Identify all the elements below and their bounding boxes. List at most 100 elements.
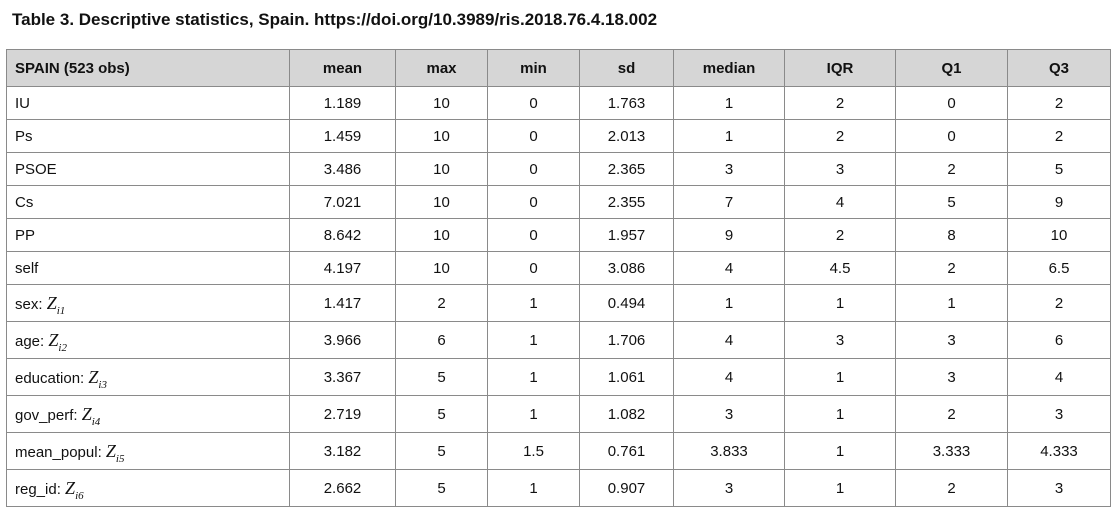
column-header-q3: Q3 [1007, 49, 1111, 87]
instrument-subscript: i5 [115, 452, 125, 465]
cell-q3: 9 [1007, 185, 1111, 219]
table-row: self 4.197 10 0 3.086 4 4.5 2 6.5 [6, 251, 1111, 285]
cell-q3: 2 [1007, 119, 1111, 153]
cell-mean: 1.417 [289, 284, 396, 322]
cell-min: 1 [487, 469, 580, 507]
cell-max: 2 [395, 284, 488, 322]
cell-q3: 2 [1007, 284, 1111, 322]
table-row: Cs 7.021 10 0 2.355 7 4 5 9 [6, 185, 1111, 219]
cell-q3: 5 [1007, 152, 1111, 186]
cell-q1: 3.333 [895, 432, 1008, 470]
variable-name: gov_perf: [15, 406, 82, 424]
cell-median: 1 [673, 86, 785, 120]
cell-q3: 6.5 [1007, 251, 1111, 285]
column-header-max: max [395, 49, 488, 87]
cell-max: 5 [395, 432, 488, 470]
cell-q1: 3 [895, 321, 1008, 359]
cell-median: 3 [673, 469, 785, 507]
row-variable-cell: Ps [6, 119, 290, 153]
cell-q3: 3 [1007, 469, 1111, 507]
cell-iqr: 1 [784, 395, 896, 433]
cell-mean: 3.182 [289, 432, 396, 470]
cell-sd: 1.763 [579, 86, 674, 120]
variable-name: IU [15, 94, 30, 112]
cell-max: 10 [395, 251, 488, 285]
table-row: Ps 1.459 10 0 2.013 1 2 0 2 [6, 119, 1111, 153]
column-header-mean: mean [289, 49, 396, 87]
cell-iqr: 4 [784, 185, 896, 219]
column-header-q1: Q1 [895, 49, 1008, 87]
cell-mean: 8.642 [289, 218, 396, 252]
instrument-symbol: Z [46, 292, 57, 313]
cell-min: 0 [487, 152, 580, 186]
row-variable-cell: age: Zi2 [6, 321, 290, 359]
row-variable-cell: sex: Zi1 [6, 284, 290, 322]
variable-name: age: [15, 332, 49, 350]
cell-iqr: 2 [784, 218, 896, 252]
instrument-subscript: i2 [58, 341, 67, 354]
cell-max: 10 [395, 119, 488, 153]
row-variable-cell: gov_perf: Zi4 [6, 395, 290, 433]
cell-mean: 1.189 [289, 86, 396, 120]
cell-mean: 4.197 [289, 251, 396, 285]
cell-max: 10 [395, 218, 488, 252]
cell-mean: 1.459 [289, 119, 396, 153]
cell-sd: 1.706 [579, 321, 674, 359]
variable-name: PP [15, 226, 36, 244]
cell-median: 3 [673, 152, 785, 186]
cell-iqr: 4.5 [784, 251, 896, 285]
cell-mean: 2.719 [289, 395, 396, 433]
cell-q3: 6 [1007, 321, 1111, 359]
cell-q1: 2 [895, 469, 1008, 507]
cell-q1: 2 [895, 152, 1008, 186]
cell-iqr: 2 [784, 119, 896, 153]
cell-sd: 2.355 [579, 185, 674, 219]
cell-min: 0 [487, 251, 580, 285]
cell-mean: 3.367 [289, 358, 396, 396]
cell-q3: 4.333 [1007, 432, 1111, 470]
cell-iqr: 3 [784, 152, 896, 186]
row-variable-cell: PP [6, 218, 290, 252]
instrument-symbol: Z [88, 366, 99, 387]
column-header-variable: SPAIN (523 obs) [6, 49, 290, 87]
cell-median: 1 [673, 284, 785, 322]
column-header-iqr: IQR [784, 49, 896, 87]
cell-max: 5 [395, 469, 488, 507]
cell-q3: 3 [1007, 395, 1111, 433]
cell-iqr: 3 [784, 321, 896, 359]
cell-median: 3.833 [673, 432, 785, 470]
cell-median: 1 [673, 119, 785, 153]
table-caption: Table 3. Descriptive statistics, Spain. … [12, 10, 658, 29]
table-row: education: Zi3 3.367 5 1 1.061 4 1 3 4 [6, 358, 1111, 396]
column-header-min: min [487, 49, 580, 87]
cell-sd: 1.957 [579, 218, 674, 252]
row-variable-cell: self [6, 251, 290, 285]
cell-mean: 2.662 [289, 469, 396, 507]
row-variable-cell: IU [6, 86, 290, 120]
cell-min: 0 [487, 185, 580, 219]
cell-min: 1 [487, 395, 580, 433]
cell-min: 1 [487, 358, 580, 396]
cell-sd: 2.365 [579, 152, 674, 186]
cell-q1: 5 [895, 185, 1008, 219]
cell-max: 6 [395, 321, 488, 359]
cell-iqr: 1 [784, 432, 896, 470]
cell-min: 0 [487, 218, 580, 252]
cell-sd: 1.082 [579, 395, 674, 433]
instrument-symbol: Z [48, 329, 59, 350]
cell-iqr: 1 [784, 358, 896, 396]
column-header-median: median [673, 49, 785, 87]
variable-name: Ps [15, 127, 33, 145]
cell-iqr: 1 [784, 469, 896, 507]
descriptive-statistics-table: SPAIN (523 obs) mean max min sd median I… [6, 49, 1111, 507]
variable-name: sex: [15, 295, 47, 313]
table-body: IU 1.189 10 0 1.763 1 2 0 2 Ps 1.459 10 0 2.013 1 2 0 2 PS… [6, 86, 1111, 507]
cell-min: 1 [487, 284, 580, 322]
cell-q3: 10 [1007, 218, 1111, 252]
instrument-subscript: i3 [98, 378, 107, 391]
row-variable-cell: mean_popul: Zi5 [6, 432, 290, 470]
table-row: gov_perf: Zi4 2.719 5 1 1.082 3 1 2 3 [6, 395, 1111, 433]
variable-name: PSOE [15, 160, 57, 178]
cell-max: 10 [395, 86, 488, 120]
instrument-subscript: i4 [91, 415, 101, 428]
